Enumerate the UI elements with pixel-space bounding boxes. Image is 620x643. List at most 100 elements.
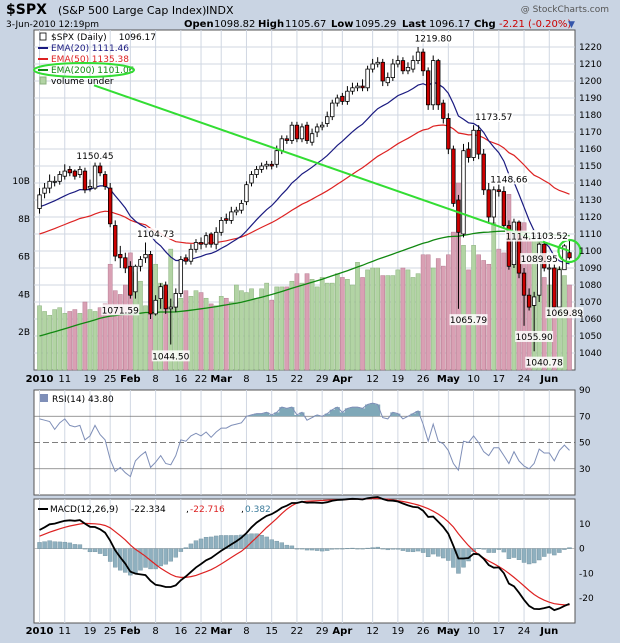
volume-bar (400, 267, 406, 371)
macd-histogram-bar (360, 548, 365, 550)
candle-body (108, 187, 113, 225)
candle-body (410, 60, 416, 70)
macd-tick-label: 0 (579, 545, 585, 555)
candle-body (72, 170, 78, 177)
volume-bar (511, 260, 517, 371)
legend-value: 1135.38 (92, 55, 129, 65)
macd-histogram-bar (274, 540, 279, 549)
candle-body (274, 150, 279, 165)
volume-bar (284, 286, 290, 371)
volume-bar (82, 301, 88, 371)
macd-histogram-bar (178, 548, 184, 552)
candle-body (365, 68, 370, 89)
candle-body (47, 180, 52, 189)
macd-tick-label: -10 (579, 569, 594, 579)
macd-histogram-bar (415, 548, 421, 552)
x-tick-label-bottom: 22 (291, 626, 304, 637)
candle-body (309, 133, 315, 143)
annotation-label: 1071.59 (102, 306, 139, 316)
volume-bar (92, 311, 98, 371)
macd-value: -22.334 (131, 505, 166, 515)
macd-histogram-bar (420, 548, 426, 553)
volume-bar (203, 297, 209, 371)
volume-bar (365, 269, 370, 371)
open-value: 1098.82 (214, 19, 255, 30)
annotation-bg (101, 304, 140, 316)
volume-tick-label: 6B (18, 253, 30, 263)
volume-bar (380, 275, 386, 371)
x-tick-label-bottom: Feb (120, 626, 140, 637)
annotation-bg (525, 356, 564, 368)
volume-bar (223, 297, 229, 371)
volume-bar (97, 307, 103, 371)
candlesticks (37, 47, 572, 352)
last-value: 1096.17 (429, 19, 470, 30)
volume-bar (340, 277, 345, 371)
volume-bar (541, 277, 547, 371)
candle-body (400, 60, 406, 72)
candle-body (234, 209, 239, 213)
symbol-label: $SPX (6, 2, 47, 18)
candle-body (254, 168, 259, 175)
macd-histogram-bar (516, 548, 522, 560)
rsi-tick-label: 70 (579, 412, 591, 422)
candle-body (299, 126, 305, 140)
legend-name: EMA(20) (51, 44, 89, 54)
x-tick-label: 11 (58, 374, 71, 385)
volume-bar (249, 288, 254, 371)
annotation-bg (515, 330, 554, 342)
high-label: High (258, 19, 284, 30)
macd-histogram-bar (476, 548, 481, 550)
macd-histogram-bar (319, 548, 325, 552)
candle-body (476, 129, 481, 155)
macd-histogram-bar (562, 548, 567, 550)
annotation-bg (520, 253, 559, 265)
candle-body (183, 257, 189, 262)
candle-body (405, 67, 411, 72)
volume-bar (304, 273, 310, 371)
volume-bar (234, 284, 239, 371)
annotation-label: 1103.52 (531, 232, 568, 242)
macd-histogram-bar (385, 548, 390, 551)
macd-tick-label: -20 (579, 594, 594, 604)
macd-histogram-bar (309, 548, 315, 551)
macd-histogram-bar (138, 548, 143, 571)
x-tick-label-bottom: 8 (152, 626, 158, 637)
price-tick-label: 1060 (579, 315, 602, 325)
legend-value: 1111.46 (92, 44, 129, 54)
macd-histogram-bar (47, 540, 52, 549)
x-tick-label-bottom: 15 (265, 626, 278, 637)
rsi-line (39, 402, 570, 478)
volume-bar (218, 296, 224, 371)
price-tick-label: 1070 (579, 298, 602, 308)
annotation-bg (76, 150, 115, 162)
volume-bar (117, 294, 123, 371)
annotation-label: 1150.45 (76, 152, 113, 162)
candle-body (128, 265, 133, 296)
macd-histogram-bar (168, 548, 173, 562)
candle-body (188, 248, 194, 262)
price-tick-label: 1150 (579, 162, 602, 172)
volume-bar (188, 296, 194, 371)
macd-histogram-bar (153, 548, 158, 570)
index-name: (S&P 500 Large Cap Index) (58, 4, 206, 17)
macd-histogram-bar (451, 548, 456, 568)
macd-histogram-bar (208, 536, 214, 549)
volume-bar (299, 282, 305, 371)
volume-bar (350, 284, 355, 371)
volume-bar (294, 273, 300, 371)
macd-histogram-bar (304, 548, 310, 551)
volume-bars (37, 182, 572, 371)
legend-candle-swatch (39, 32, 47, 41)
open-label: Open (184, 19, 214, 30)
candle-body (42, 187, 47, 194)
volume-bar (42, 311, 47, 371)
macd-histogram-bar (158, 548, 163, 567)
volume-bar (324, 282, 330, 371)
annotation-bg (545, 307, 584, 319)
macd-histogram-bar (425, 548, 431, 557)
candle-body (264, 163, 269, 167)
macd-histogram-bar (52, 541, 57, 549)
rsi-tick-label: 50 (579, 439, 591, 449)
